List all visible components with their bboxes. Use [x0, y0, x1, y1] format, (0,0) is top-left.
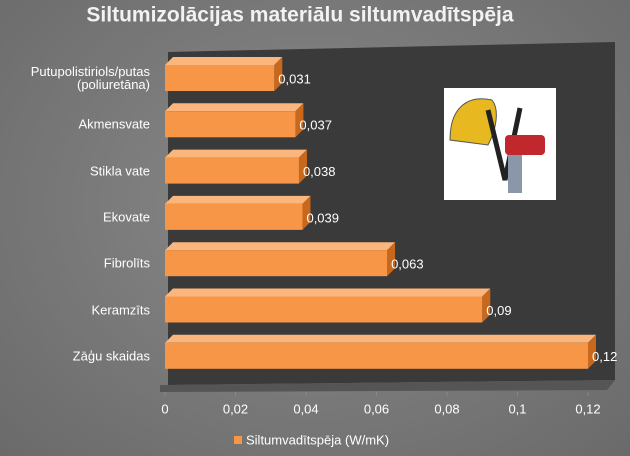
- x-tick-label: 0,04: [293, 401, 318, 416]
- bar-side: [588, 334, 596, 369]
- bar-side: [274, 57, 283, 91]
- bar: [165, 65, 275, 91]
- bar-top: [165, 288, 491, 297]
- y-tick-label: Zāģu skaidas: [72, 348, 150, 364]
- bar-top: [165, 103, 304, 112]
- data-label: 0,12: [592, 349, 617, 364]
- bar-side: [482, 288, 491, 323]
- data-label: 0,031: [278, 71, 311, 86]
- legend-swatch: [234, 436, 242, 444]
- data-label: 0,039: [306, 210, 339, 225]
- data-label: 0,063: [391, 257, 424, 272]
- bar-top: [165, 57, 283, 65]
- bar: [165, 157, 299, 184]
- y-tick-label: Keramzīts: [91, 302, 150, 317]
- bar: [165, 250, 388, 277]
- x-tick-label: 0,12: [575, 401, 600, 416]
- y-tick-label: Fibrolīts: [103, 255, 150, 271]
- legend-label: Siltumvadītspēja (W/mK): [246, 432, 389, 447]
- logo: [444, 88, 556, 200]
- x-tick-label: 0,02: [223, 401, 248, 416]
- x-tick-label: 0: [161, 401, 168, 416]
- data-label: 0,038: [303, 164, 336, 179]
- y-tick-label: Ekovate: [103, 209, 150, 225]
- y-tick-label: Akmensvate: [78, 116, 150, 132]
- bar: [165, 203, 303, 230]
- y-tick-label: Stikla vate: [90, 163, 150, 179]
- bar-side: [387, 242, 396, 277]
- bar-side: [295, 103, 304, 138]
- y-tick-label: Putupolistiriols/putas (poliuretāna): [30, 64, 150, 92]
- x-tick-label: 0,1: [508, 401, 526, 416]
- bar: [165, 111, 296, 138]
- bar: [165, 296, 483, 323]
- bar-side: [298, 149, 307, 184]
- bar-side: [302, 195, 311, 230]
- bar-top: [165, 242, 396, 251]
- bar-top: [165, 334, 596, 343]
- chart-title: Siltumizolācijas materiālu siltumvadītsp…: [86, 4, 513, 27]
- plot-floor: [160, 380, 615, 392]
- data-label: 0,037: [299, 118, 332, 133]
- bar: [165, 342, 588, 369]
- data-label: 0,09: [486, 303, 511, 318]
- x-tick-label: 0,06: [364, 401, 389, 416]
- bar-top: [165, 149, 307, 158]
- bar-top: [165, 195, 311, 204]
- x-tick-label: 0,08: [434, 401, 459, 416]
